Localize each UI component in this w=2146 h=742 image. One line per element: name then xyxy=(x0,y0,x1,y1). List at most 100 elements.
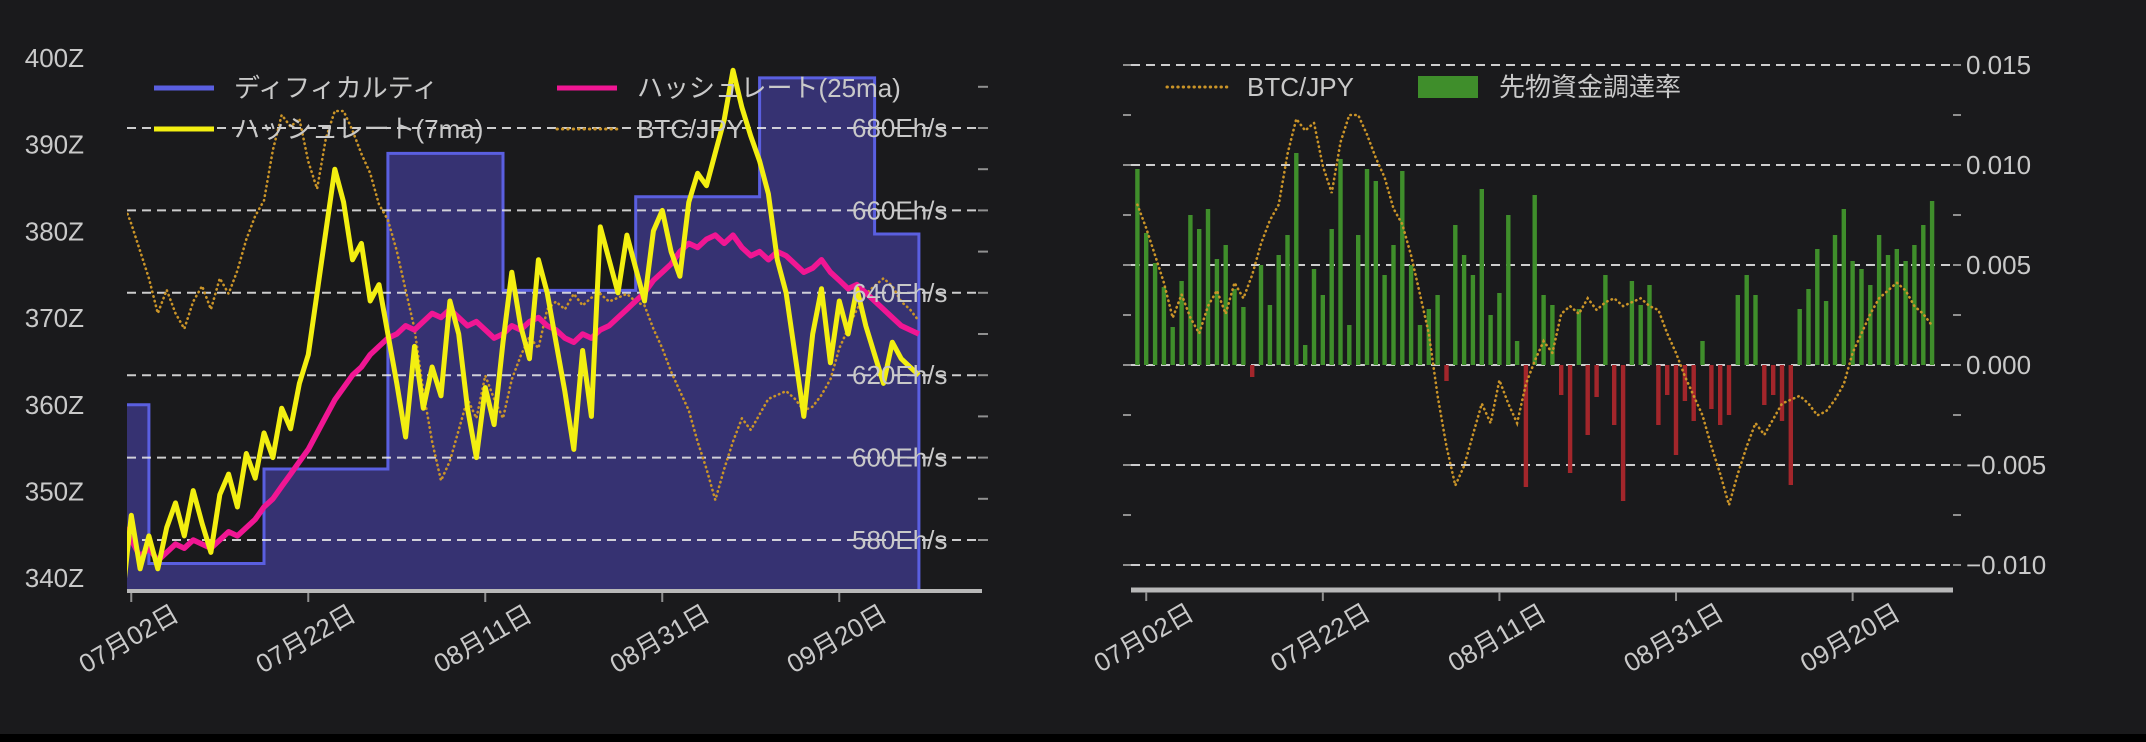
funding-bar xyxy=(1417,325,1423,365)
y-right-tick-label: 0.000 xyxy=(1966,350,2031,380)
funding-bar xyxy=(1850,261,1855,365)
funding-bar xyxy=(1364,169,1370,365)
legend-item: ディフィカルティ xyxy=(154,73,438,103)
y-right-tick-label: 640Eh/s xyxy=(852,278,947,308)
y-left-tick-label: 370Z xyxy=(25,303,84,333)
funding-bar xyxy=(1673,365,1679,455)
funding-bar xyxy=(1567,365,1573,473)
funding-bar xyxy=(1347,325,1352,365)
x-tick-label: 07月02日 xyxy=(74,598,184,679)
y-right-tick-label: 600Eh/s xyxy=(852,443,947,473)
legend: BTC/JPY 先物資金調達率 xyxy=(1165,72,1681,102)
legend-swatch-rect xyxy=(1418,76,1478,98)
funding-bar xyxy=(1762,365,1767,405)
funding-bar xyxy=(1665,365,1670,395)
y-left-tick-label: 400Z xyxy=(25,43,84,73)
funding-bar xyxy=(1144,233,1149,365)
funding-bar xyxy=(1391,245,1396,365)
funding-bar xyxy=(1294,153,1299,365)
funding-bar xyxy=(1303,345,1308,365)
legend-item: ハッシュレート(7ma) xyxy=(154,114,483,144)
y-left-tick-label: 350Z xyxy=(25,477,84,507)
funding-bar xyxy=(1461,255,1467,365)
x-tick-label: 08月11日 xyxy=(429,599,537,679)
funding-bar xyxy=(1823,301,1829,365)
funding-bar xyxy=(1285,235,1290,365)
x-tick-label: 07月22日 xyxy=(251,598,361,679)
x-tick-label: 08月31日 xyxy=(605,598,715,679)
funding-bar xyxy=(1497,293,1502,365)
legend-item: BTC/JPY xyxy=(1165,72,1354,102)
funding-bar xyxy=(1276,255,1281,365)
funding-bar xyxy=(1188,215,1193,365)
funding-bar xyxy=(1603,275,1608,365)
funding-bar xyxy=(1258,265,1264,365)
funding-bar xyxy=(1885,255,1891,365)
funding-bar xyxy=(1400,171,1405,365)
btcjpy-dotted-line xyxy=(1136,113,1934,510)
funding-bar xyxy=(1205,209,1211,365)
funding-bar xyxy=(1726,365,1732,415)
funding-bar xyxy=(1470,275,1476,365)
funding-bar xyxy=(1620,365,1626,501)
hashrate-7ma-line xyxy=(127,67,921,579)
funding-bar xyxy=(1700,341,1705,365)
funding-bar xyxy=(1718,365,1723,425)
legend-item: 先物資金調達率 xyxy=(1418,72,1681,102)
y-left-tick-label: 340Z xyxy=(25,563,84,593)
funding-bar xyxy=(1691,365,1696,421)
funding-bar xyxy=(1479,189,1484,365)
y-right-tick-label: 620Eh/s xyxy=(852,360,947,390)
legend-label: ハッシュレート(25ma) xyxy=(637,73,901,103)
funding-bar xyxy=(1550,305,1555,365)
funding-bar xyxy=(1771,365,1776,395)
funding-bar xyxy=(1179,281,1184,365)
funding-bar xyxy=(1894,249,1899,365)
funding-bar xyxy=(1638,305,1643,365)
legend: ディフィカルティ ハッシュレート(25ma) ハッシュレート(7ma) BTC/JPY xyxy=(154,73,901,144)
y-right-tick-label: 0.010 xyxy=(1966,150,2031,180)
funding-bar xyxy=(1735,295,1740,365)
legend-item: ハッシュレート(25ma) xyxy=(557,73,901,103)
legend-label: BTC/JPY xyxy=(1247,72,1354,102)
legend-label: BTC/JPY xyxy=(637,114,744,144)
funding-bar xyxy=(1250,365,1255,377)
funding-bar xyxy=(1841,209,1846,365)
y-right-tick-label: −0.005 xyxy=(1966,450,2046,480)
funding-bar xyxy=(1523,365,1529,487)
funding-bar xyxy=(1656,365,1661,425)
funding-bar xyxy=(1612,365,1617,425)
funding-bar xyxy=(1797,309,1802,365)
y-right-tick-label: 0.015 xyxy=(1966,50,2031,80)
funding-bar xyxy=(1356,235,1361,365)
funding-bar xyxy=(1788,365,1793,485)
funding-bar xyxy=(1815,249,1820,365)
x-tick-label: 08月31日 xyxy=(1618,597,1728,678)
funding-bar xyxy=(1514,341,1520,365)
y-left-tick-label: 380Z xyxy=(25,216,84,246)
x-tick-label: 08月11日 xyxy=(1443,598,1551,678)
funding-bar xyxy=(1832,235,1838,365)
y-left-tick-label: 390Z xyxy=(25,130,84,160)
funding-bar xyxy=(1161,287,1167,365)
y-right-tick-label: 680Eh/s xyxy=(852,113,947,143)
funding-bar xyxy=(1329,229,1334,365)
funding-bar xyxy=(1435,295,1440,365)
funding-bar xyxy=(1929,201,1935,365)
legend-item: BTC/JPY xyxy=(555,114,744,144)
legend-label: ハッシュレート(7ma) xyxy=(234,114,483,144)
funding-bar xyxy=(1647,285,1652,365)
y-right-tick-label: 0.005 xyxy=(1966,250,2031,280)
x-tick-label: 07月22日 xyxy=(1265,597,1375,678)
funding-bar xyxy=(1559,365,1564,395)
funding-bar xyxy=(1744,275,1749,365)
funding-bar xyxy=(1241,307,1246,365)
y-left-tick-label: 360Z xyxy=(25,390,84,420)
legend-label: 先物資金調達率 xyxy=(1499,72,1681,102)
y-right-tick-label: 660Eh/s xyxy=(852,195,947,225)
funding-bar xyxy=(1444,365,1449,381)
funding-bar xyxy=(1373,181,1378,365)
funding-bar xyxy=(1426,309,1431,365)
